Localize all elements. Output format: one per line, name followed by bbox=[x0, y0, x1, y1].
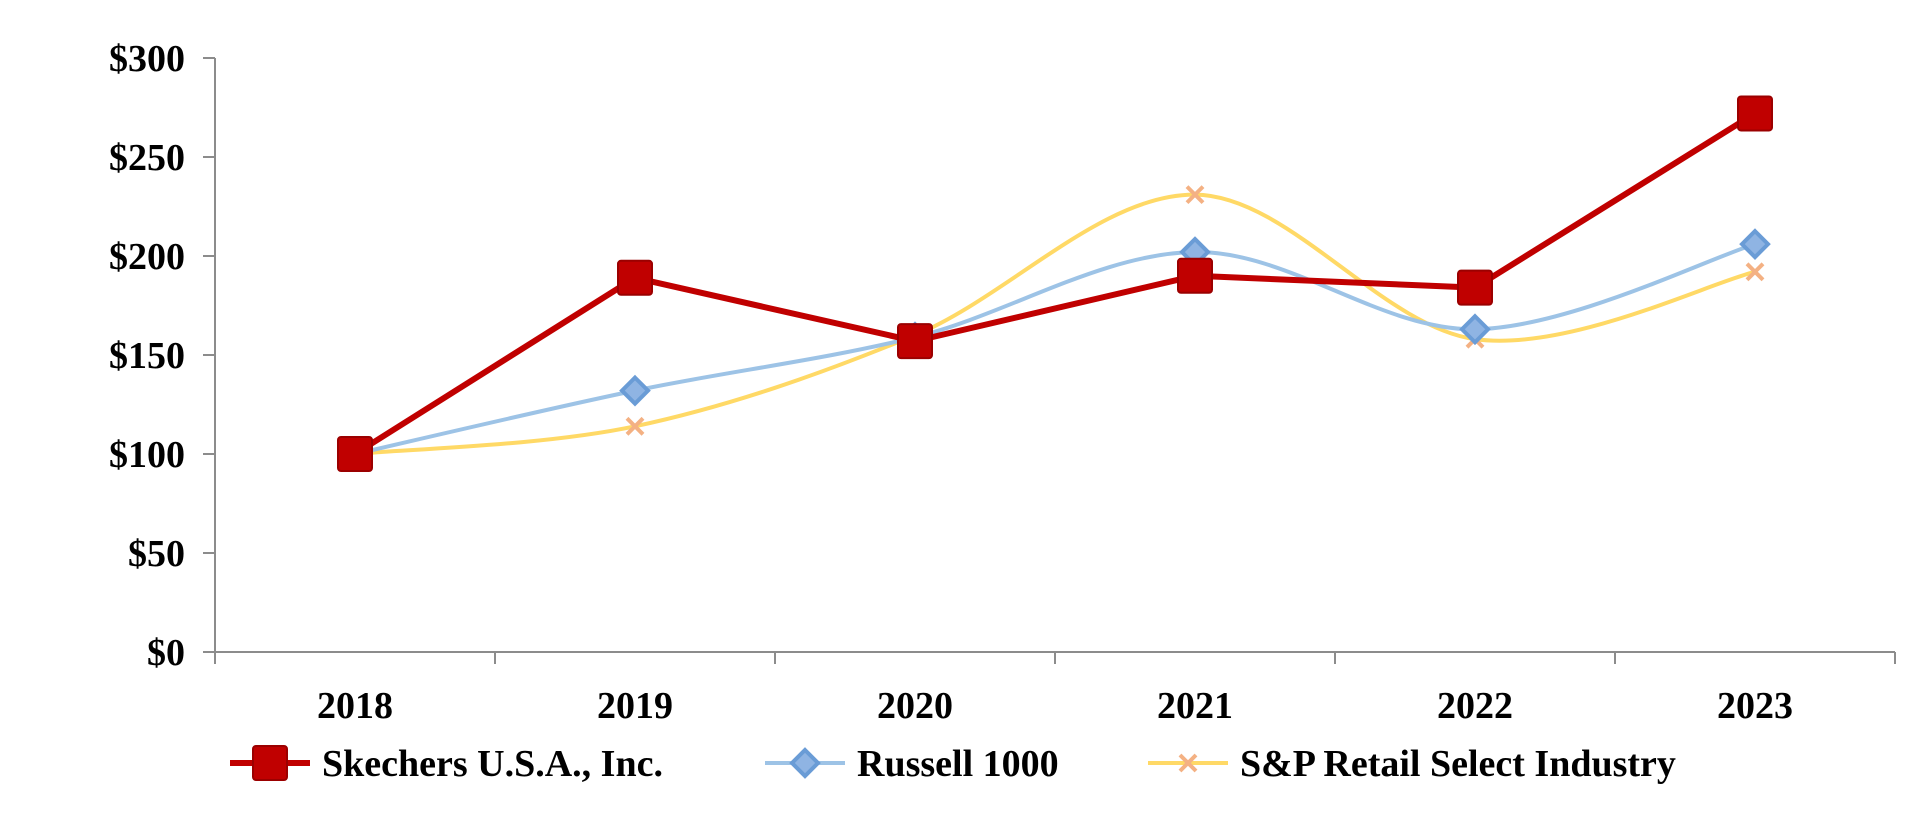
series-2-point bbox=[619, 374, 651, 407]
series-1-point bbox=[1457, 269, 1493, 306]
x-axis-ticks: 2018 2019 2020 2021 2022 2023 bbox=[214, 652, 1896, 727]
y-tick-label: $150 bbox=[109, 335, 185, 377]
series-line-3 bbox=[353, 192, 1757, 456]
legend-item-2: Russell 1000 bbox=[765, 743, 1059, 785]
x-tick-label: 2023 bbox=[1717, 685, 1793, 727]
series-markers bbox=[337, 95, 1773, 472]
series-2-point bbox=[1459, 313, 1491, 346]
series-1-point bbox=[337, 436, 373, 472]
y-tick-label: $100 bbox=[109, 434, 185, 476]
series-3-point bbox=[1185, 185, 1205, 205]
legend-item-1: Skechers U.S.A., Inc. bbox=[230, 743, 663, 785]
legend-item-3: S&P Retail Select Industry bbox=[1148, 743, 1676, 785]
x-tick-label: 2020 bbox=[877, 685, 953, 727]
series-1-point bbox=[1737, 95, 1773, 132]
series-3-point bbox=[625, 416, 645, 436]
x-tick-label: 2021 bbox=[1157, 685, 1233, 727]
axes bbox=[214, 58, 1895, 653]
y-tick-label: $250 bbox=[109, 137, 185, 179]
legend-marker bbox=[789, 747, 821, 779]
series-lines bbox=[352, 110, 1758, 457]
x-tick-label: 2022 bbox=[1437, 685, 1513, 727]
y-tick-label: $300 bbox=[109, 38, 185, 80]
legend-marker bbox=[1178, 753, 1198, 773]
legend-marker bbox=[252, 745, 288, 781]
legend-label: S&P Retail Select Industry bbox=[1240, 743, 1676, 785]
series-1-point bbox=[617, 259, 653, 296]
series-1-point bbox=[1177, 257, 1213, 294]
series-line-1 bbox=[352, 110, 1758, 457]
legend-label: Russell 1000 bbox=[857, 743, 1059, 785]
x-tick-label: 2019 bbox=[597, 685, 673, 727]
y-tick-label: $0 bbox=[147, 632, 185, 674]
legend-label: Skechers U.S.A., Inc. bbox=[322, 743, 663, 785]
series-line-2 bbox=[353, 242, 1757, 456]
series-3-point bbox=[1745, 262, 1765, 282]
legend: Skechers U.S.A., Inc. Russell 1000 S&P Ret… bbox=[230, 743, 1676, 785]
x-tick-label: 2018 bbox=[317, 685, 393, 727]
series-1-point bbox=[897, 323, 933, 360]
y-tick-label: $50 bbox=[128, 533, 185, 575]
series-2-point bbox=[1739, 228, 1771, 260]
y-axis-ticks: $0 $50 $100 $150 $200 $250 $300 bbox=[109, 38, 215, 674]
y-tick-label: $200 bbox=[109, 236, 185, 278]
